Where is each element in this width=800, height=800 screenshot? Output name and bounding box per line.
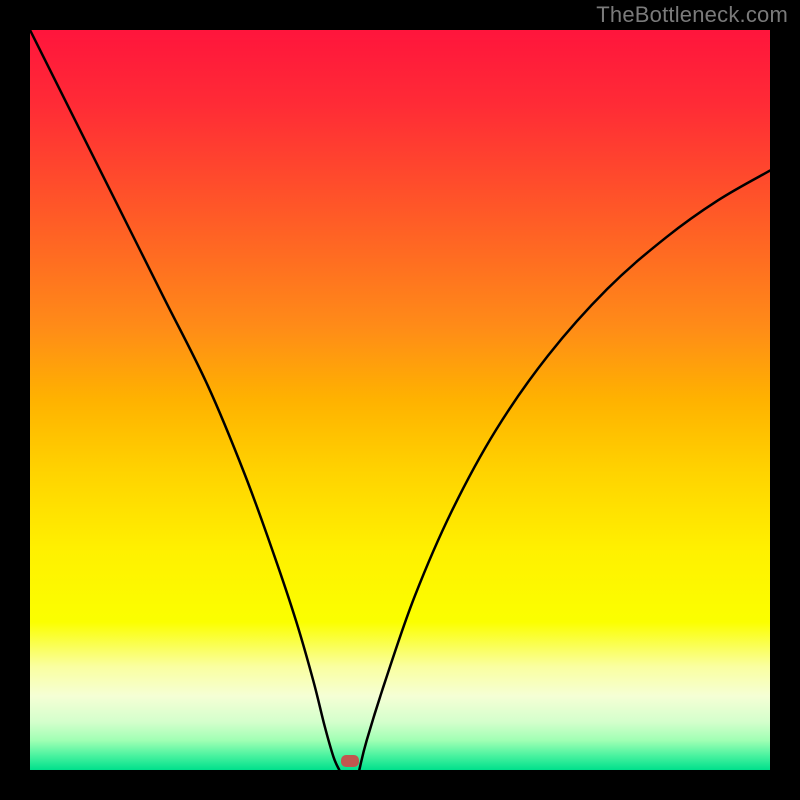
watermark-text: TheBottleneck.com	[596, 2, 788, 28]
plot-area	[30, 30, 770, 770]
bottleneck-curve	[30, 30, 770, 770]
bottleneck-marker	[341, 755, 359, 767]
chart-frame: TheBottleneck.com	[0, 0, 800, 800]
curve-right-branch	[359, 171, 770, 770]
curve-left-branch	[30, 30, 339, 770]
